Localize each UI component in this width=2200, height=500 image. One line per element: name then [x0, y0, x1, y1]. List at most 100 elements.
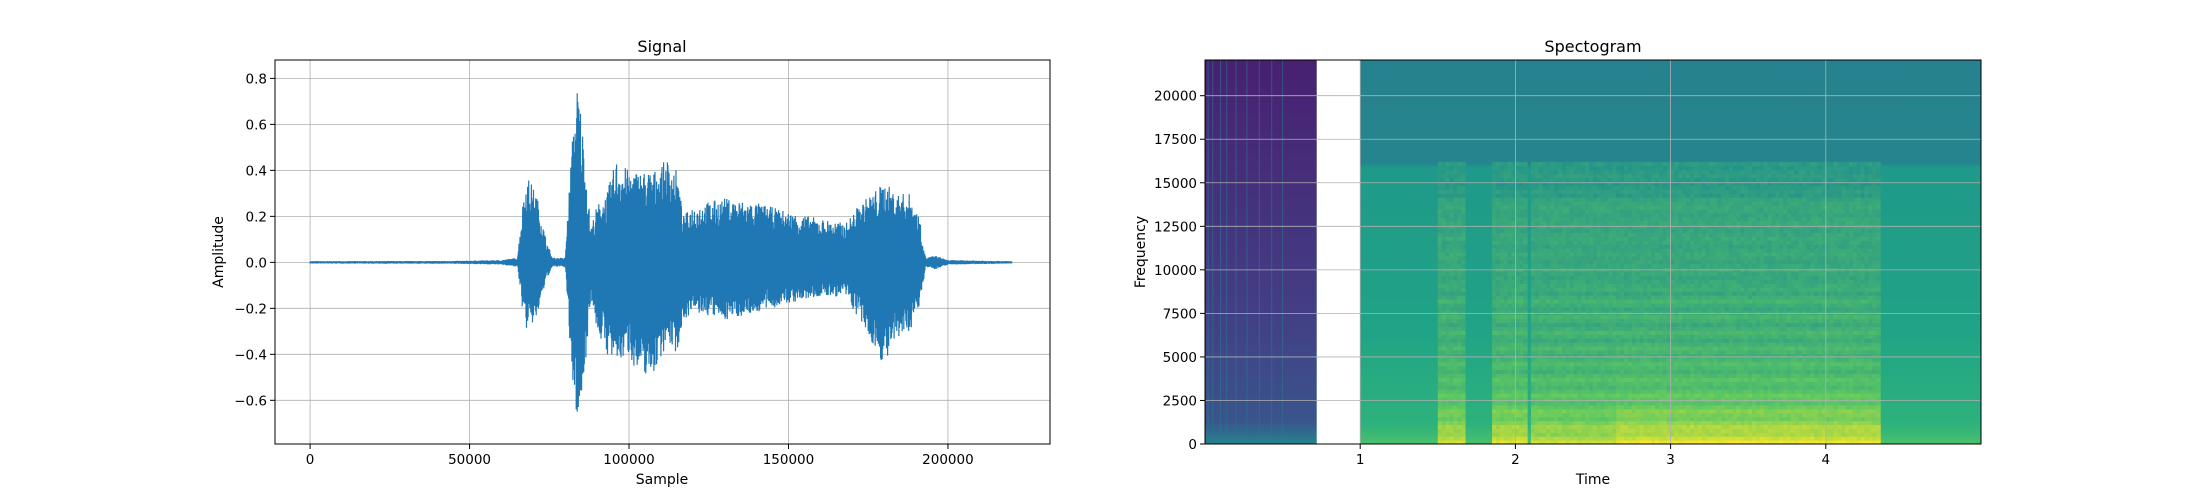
spectrogram-cell	[1461, 381, 1466, 386]
spectrogram-cell	[1608, 432, 1613, 437]
spectrogram-cell	[1596, 361, 1602, 367]
spectrogram-cell	[1534, 416, 1540, 422]
spectrogram-cell	[1690, 377, 1695, 382]
spectrogram-cell	[1717, 353, 1722, 359]
spectrogram-cell	[1682, 322, 1687, 328]
spectrogram-cell	[1639, 306, 1645, 312]
spectrogram-cell	[1530, 369, 1536, 375]
spectrogram-cell	[1724, 283, 1730, 288]
spectrogram-cell	[1635, 381, 1641, 386]
spectrogram-cell	[1449, 412, 1454, 418]
spectrogram-cell	[1682, 208, 1687, 214]
spectrogram-cell	[1697, 244, 1703, 249]
spectrogram-cell	[1546, 255, 1551, 261]
spectrogram-cell	[1492, 259, 1497, 265]
spectrogram-cell	[1693, 208, 1699, 214]
spectrogram-cell	[1639, 416, 1645, 422]
spectrogram-cell	[1627, 346, 1633, 351]
spectrogram-cell	[1515, 173, 1520, 179]
spectrogram-cell	[1519, 440, 1524, 444]
spectrogram-cell	[1449, 389, 1454, 394]
spectrogram-cell	[1616, 185, 1621, 190]
spectrogram-cell	[1724, 389, 1730, 394]
spectrogram-cell	[1643, 428, 1648, 433]
spectrogram-cell	[1461, 165, 1466, 171]
spectrogram-cell	[1701, 193, 1707, 198]
spectrogram-cell	[1658, 263, 1664, 269]
spectrogram-cell	[1496, 197, 1501, 202]
spectrogram-cell	[1690, 244, 1695, 249]
spectrogram-cell	[1554, 169, 1559, 175]
spectrogram-cell	[1554, 220, 1559, 226]
spectrogram-cell	[1709, 232, 1714, 237]
spectrogram-cell	[1569, 365, 1575, 371]
spectrogram-cell	[1550, 420, 1555, 426]
spectrogram-cell	[1600, 416, 1606, 422]
spectrogram-cell	[1461, 342, 1466, 347]
spectrogram-cell	[1670, 361, 1676, 367]
spectrogram-cell	[1600, 224, 1606, 230]
spectrogram-cell	[1647, 432, 1652, 437]
spectrogram-cell	[1569, 416, 1575, 422]
spectrogram-cell	[1507, 212, 1513, 218]
spectrogram-cell	[1658, 393, 1664, 398]
spectrogram-cell	[1499, 365, 1505, 371]
spectrogram-cell	[1666, 291, 1672, 296]
spectrogram-cell	[1550, 177, 1555, 183]
spectrogram-cell	[1647, 334, 1652, 339]
spectrogram-cell	[1503, 381, 1509, 386]
spectrogram-cell	[1643, 346, 1648, 351]
spectrogram-cell	[1530, 353, 1536, 359]
spectrogram-cell	[1596, 412, 1602, 418]
spectrogram-cell	[1658, 232, 1664, 237]
spectrogram-cell	[1697, 365, 1703, 371]
spectrogram-cell	[1561, 244, 1567, 249]
spectrogram-cell	[1515, 252, 1520, 257]
spectrogram-cell	[1709, 408, 1714, 414]
spectrogram-cell	[1608, 181, 1613, 186]
spectrogram-cell	[1631, 197, 1637, 202]
spectrogram-cell	[1666, 428, 1672, 433]
spectrogram-cell	[1620, 440, 1625, 444]
spectrogram-cell	[1496, 232, 1501, 237]
spectrogram-cell	[1581, 334, 1586, 339]
spectrogram-cell	[1697, 173, 1703, 179]
spectrogram-cell	[1620, 334, 1625, 339]
spectrogram-cell	[1728, 361, 1734, 367]
spectrogram-cell	[1624, 385, 1629, 390]
spectrogram-cell	[1507, 259, 1513, 265]
spectrogram-cell	[1585, 201, 1590, 206]
spectrogram-cell	[1457, 220, 1462, 226]
spectrogram-cell	[1558, 404, 1563, 410]
spectrogram-cell	[1519, 349, 1524, 355]
spectrogram-cell	[1519, 361, 1524, 367]
spectrogram-cell	[1620, 385, 1625, 390]
spectrogram-cell	[1542, 252, 1548, 257]
spectrogram-cell	[1530, 189, 1536, 194]
spectrogram-cell	[1492, 165, 1497, 171]
spectrogram-cell	[1701, 295, 1707, 300]
spectrogram-cell	[1511, 412, 1516, 418]
spectrogram-cell	[1499, 240, 1505, 245]
spectrogram-cell	[1639, 404, 1645, 410]
spectrogram-cell	[1585, 177, 1590, 183]
spectrogram-cell	[1581, 208, 1586, 214]
spectrogram-cell	[1690, 432, 1695, 437]
spectrogram-cell	[1573, 291, 1579, 296]
spectrogram-cell	[1627, 299, 1633, 304]
spectrogram-cell	[1600, 302, 1606, 308]
spectrogram-cell	[1600, 181, 1606, 186]
spectrogram-cell	[1499, 361, 1505, 367]
spectrogram-cell	[1577, 400, 1582, 406]
spectrogram-cell	[1608, 436, 1613, 441]
spectrogram-cell	[1585, 299, 1590, 304]
spectrogram-cell	[1631, 432, 1637, 437]
spectrogram-cell	[1647, 326, 1652, 331]
spectrogram-cell	[1441, 169, 1447, 175]
spectrogram-cell	[1608, 369, 1613, 375]
spectrogram-cell	[1666, 263, 1672, 269]
spectrogram-cell	[1499, 255, 1505, 261]
spectrogram-cell	[1573, 295, 1579, 300]
spectrogram-cell	[1612, 393, 1617, 398]
spectrogram-cell	[1709, 255, 1714, 261]
